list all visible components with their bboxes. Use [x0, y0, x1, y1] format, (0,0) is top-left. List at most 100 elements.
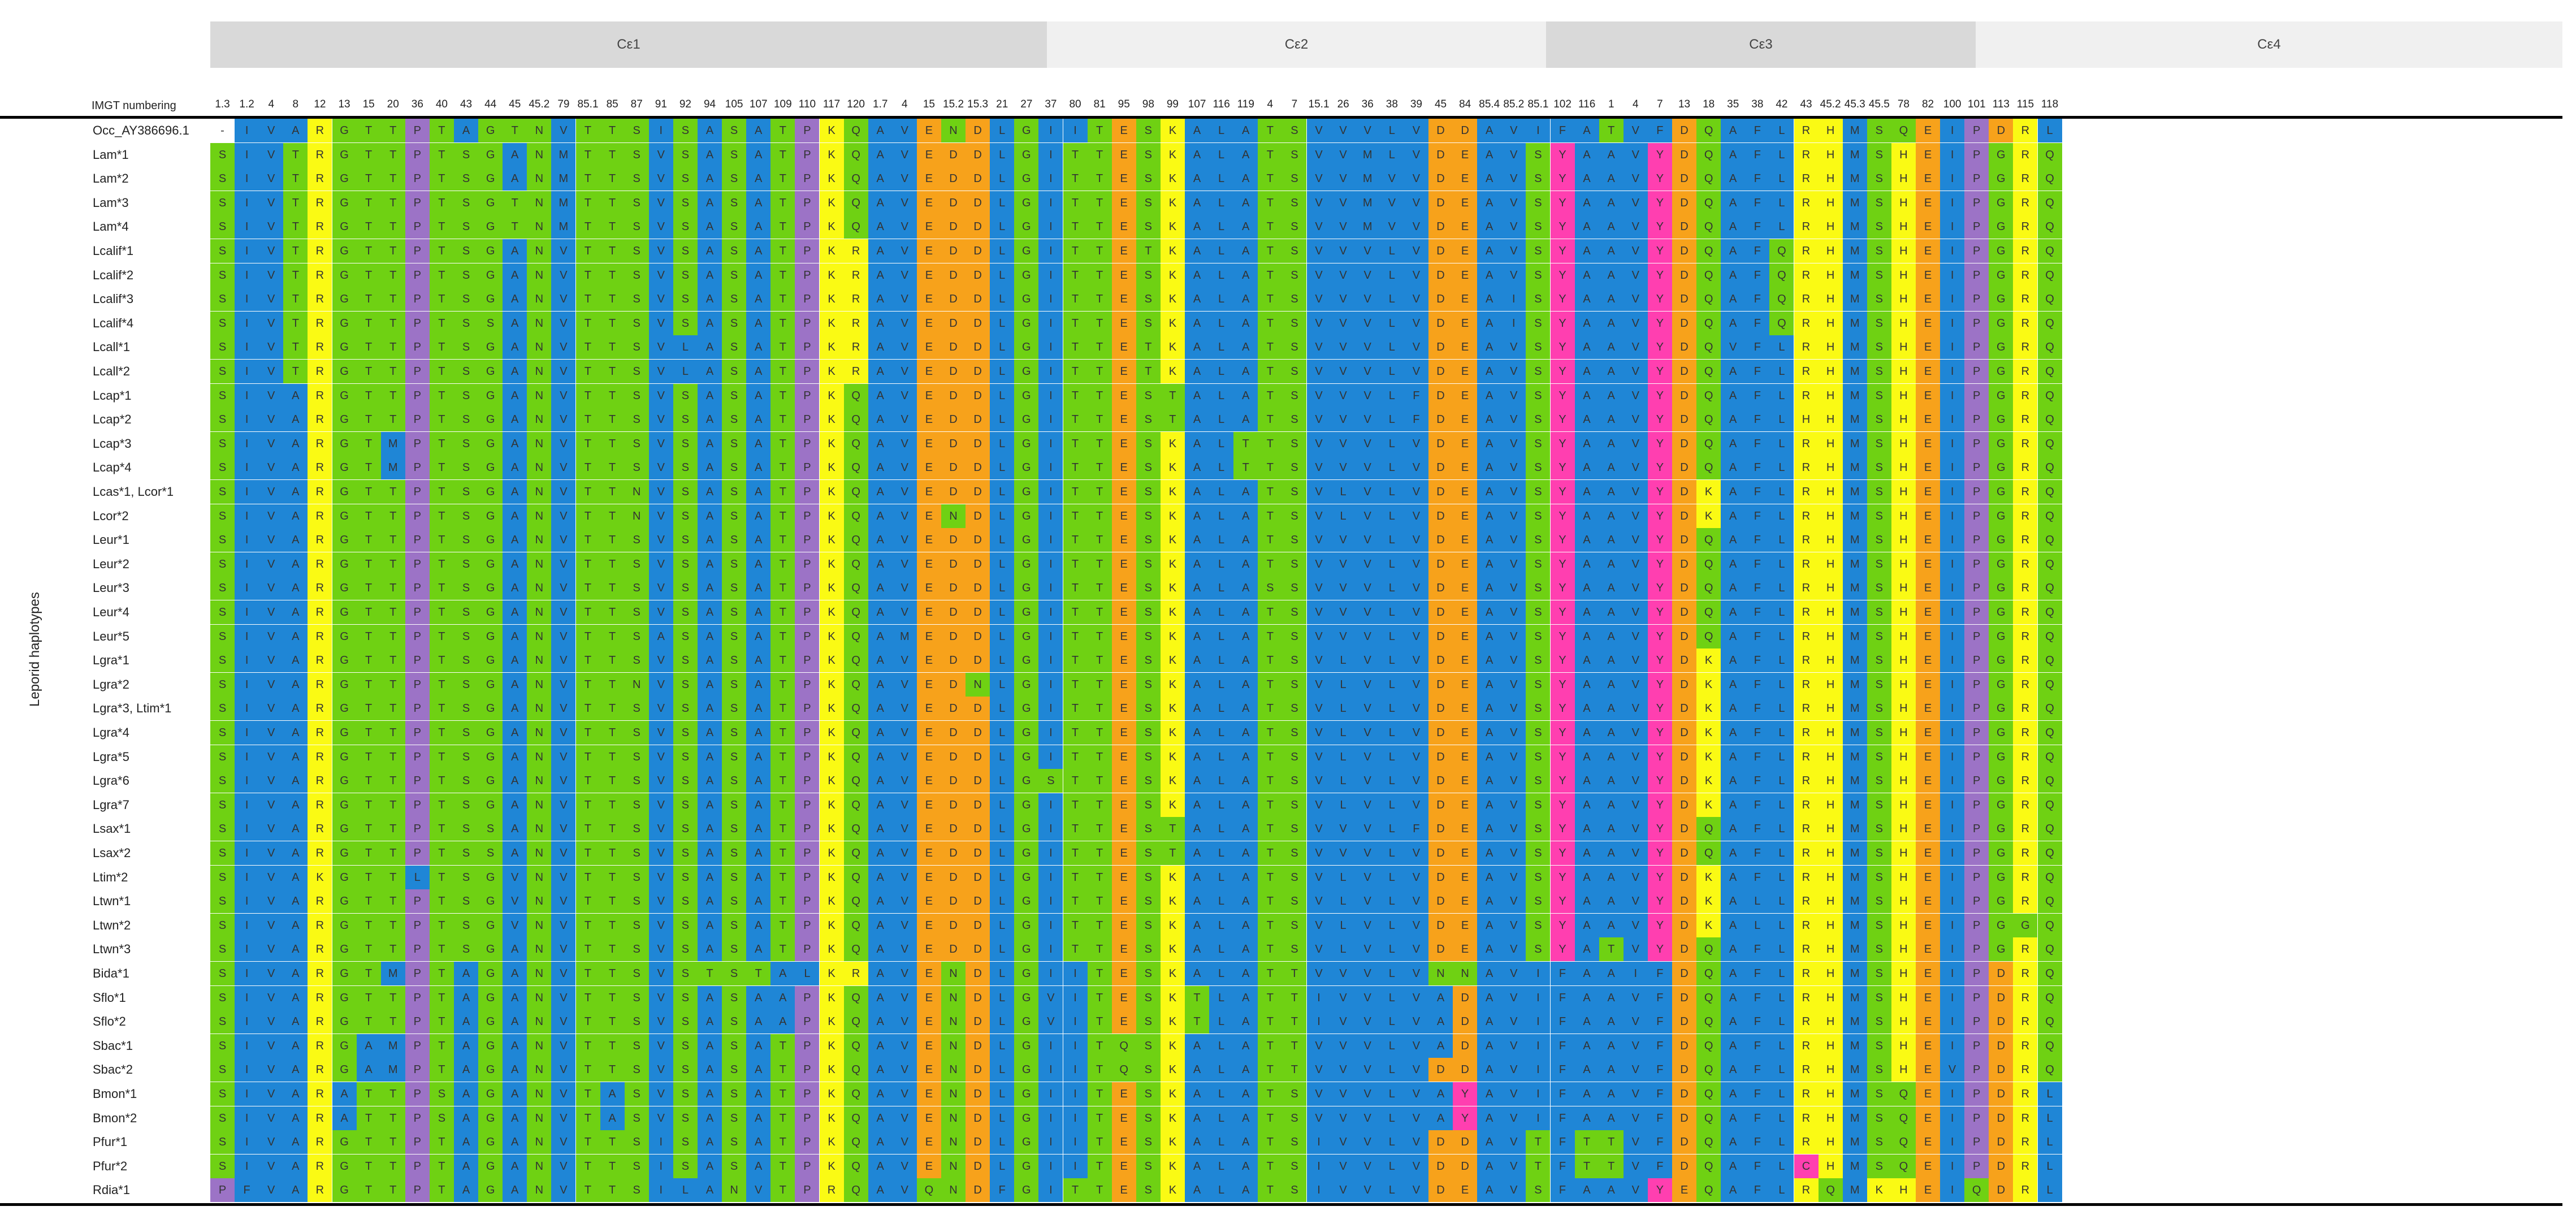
imgt-position-label: 81 — [1093, 98, 1106, 110]
residue-cell: A — [1477, 311, 1502, 335]
residue-cell: V — [1355, 263, 1380, 287]
residue-cell: L — [990, 263, 1015, 287]
residue-cell: P — [1964, 504, 1989, 528]
residue-cell: S — [210, 1010, 235, 1034]
residue-cell: F — [1647, 1082, 1672, 1106]
residue-cell: T — [1258, 937, 1283, 962]
residue-cell: Y — [1647, 239, 1672, 263]
residue-cell: V — [892, 937, 917, 962]
residue-cell: S — [1282, 142, 1307, 167]
residue-cell: L — [990, 191, 1015, 215]
residue-cell: D — [941, 383, 966, 408]
residue-cell: Q — [1696, 287, 1721, 312]
residue-cell: S — [1867, 335, 1891, 360]
residue-cell: I — [1526, 1034, 1551, 1058]
residue-cell: S — [210, 383, 235, 408]
residue-cell: M — [380, 1034, 405, 1058]
residue-cell: L — [1209, 311, 1234, 335]
residue-cell: L — [990, 624, 1015, 648]
residue-cell: E — [916, 456, 941, 480]
residue-cell: S — [673, 504, 698, 528]
residue-cell: V — [1331, 263, 1356, 287]
residue-cell: S — [1136, 1130, 1161, 1155]
residue-cell: Q — [843, 1010, 868, 1034]
residue-cell: V — [1306, 576, 1331, 600]
residue-cell: E — [1453, 624, 1478, 648]
residue-cell: A — [698, 335, 722, 360]
residue-cell: P — [795, 937, 820, 962]
residue-cell: R — [1794, 504, 1819, 528]
residue-cell: N — [624, 504, 649, 528]
residue-cell: V — [892, 504, 917, 528]
residue-cell: V — [892, 383, 917, 408]
residue-cell: H — [1818, 1058, 1843, 1082]
residue-cell: R — [2013, 191, 2038, 215]
residue-cell: A — [868, 865, 893, 889]
residue-cell: V — [1038, 985, 1063, 1010]
residue-cell: V — [1404, 480, 1428, 504]
residue-cell: V — [1404, 119, 1428, 142]
residue-cell: E — [1916, 937, 1940, 962]
residue-cell: T — [698, 962, 722, 985]
haplotype-label: Bmon*2 — [93, 1110, 137, 1125]
residue-cell: S — [1038, 769, 1063, 793]
residue-cell: V — [259, 287, 284, 312]
residue-cell: T — [600, 167, 625, 191]
residue-cell: A — [746, 311, 771, 335]
residue-cell: I — [235, 142, 259, 167]
residue-cell: Y — [1647, 745, 1672, 769]
residue-cell: T — [429, 962, 454, 985]
residue-cell: V — [1404, 311, 1428, 335]
residue-cell: E — [1111, 311, 1136, 335]
residue-cell: L — [1769, 456, 1794, 480]
residue-cell: I — [1038, 648, 1063, 673]
residue-cell: A — [1721, 865, 1746, 889]
residue-cell: L — [1379, 287, 1404, 312]
residue-cell: T — [1087, 239, 1112, 263]
residue-cell: P — [405, 408, 430, 432]
residue-cell: L — [990, 504, 1015, 528]
residue-cell: I — [1940, 793, 1965, 817]
residue-cell: G — [332, 119, 357, 142]
residue-cell: H — [1891, 600, 1916, 624]
residue-cell: A — [1574, 408, 1599, 432]
residue-cell: T — [575, 1178, 600, 1203]
residue-cell: F — [1647, 1106, 1672, 1130]
residue-cell: A — [1721, 1058, 1746, 1082]
residue-cell: S — [210, 889, 235, 914]
residue-cell: T — [1258, 648, 1283, 673]
residue-cell: A — [746, 697, 771, 721]
residue-cell: S — [1282, 167, 1307, 191]
residue-cell: V — [1306, 600, 1331, 624]
residue-cell: F — [1745, 697, 1770, 721]
residue-cell: T — [575, 889, 600, 914]
residue-cell: T — [1258, 552, 1283, 576]
residue-cell: T — [1063, 648, 1088, 673]
residue-cell: E — [1111, 335, 1136, 360]
residue-cell: N — [527, 672, 552, 697]
residue-cell: T — [1258, 1154, 1283, 1178]
residue-cell: V — [892, 1034, 917, 1058]
residue-cell: V — [1306, 528, 1331, 552]
residue-cell: V — [1355, 600, 1380, 624]
residue-cell: S — [454, 287, 478, 312]
residue-cell: H — [1818, 1106, 1843, 1130]
residue-cell: D — [941, 745, 966, 769]
residue-cell: V — [1501, 648, 1526, 673]
residue-cell: S — [210, 1106, 235, 1130]
residue-cell: A — [1477, 383, 1502, 408]
residue-cell: D — [1428, 817, 1453, 841]
residue-cell: S — [1867, 1010, 1891, 1034]
residue-cell: G — [332, 456, 357, 480]
residue-cell: T — [283, 360, 308, 383]
residue-cell: D — [941, 913, 966, 937]
residue-cell: R — [1794, 480, 1819, 504]
residue-cell: S — [1136, 215, 1161, 239]
residue-cell: Q — [1696, 1082, 1721, 1106]
residue-cell: S — [624, 142, 649, 167]
residue-cell: D — [1428, 672, 1453, 697]
residue-cell: A — [868, 1082, 893, 1106]
residue-cell: H — [1891, 985, 1916, 1010]
residue-cell: K — [1696, 793, 1721, 817]
residue-cell: E — [916, 311, 941, 335]
